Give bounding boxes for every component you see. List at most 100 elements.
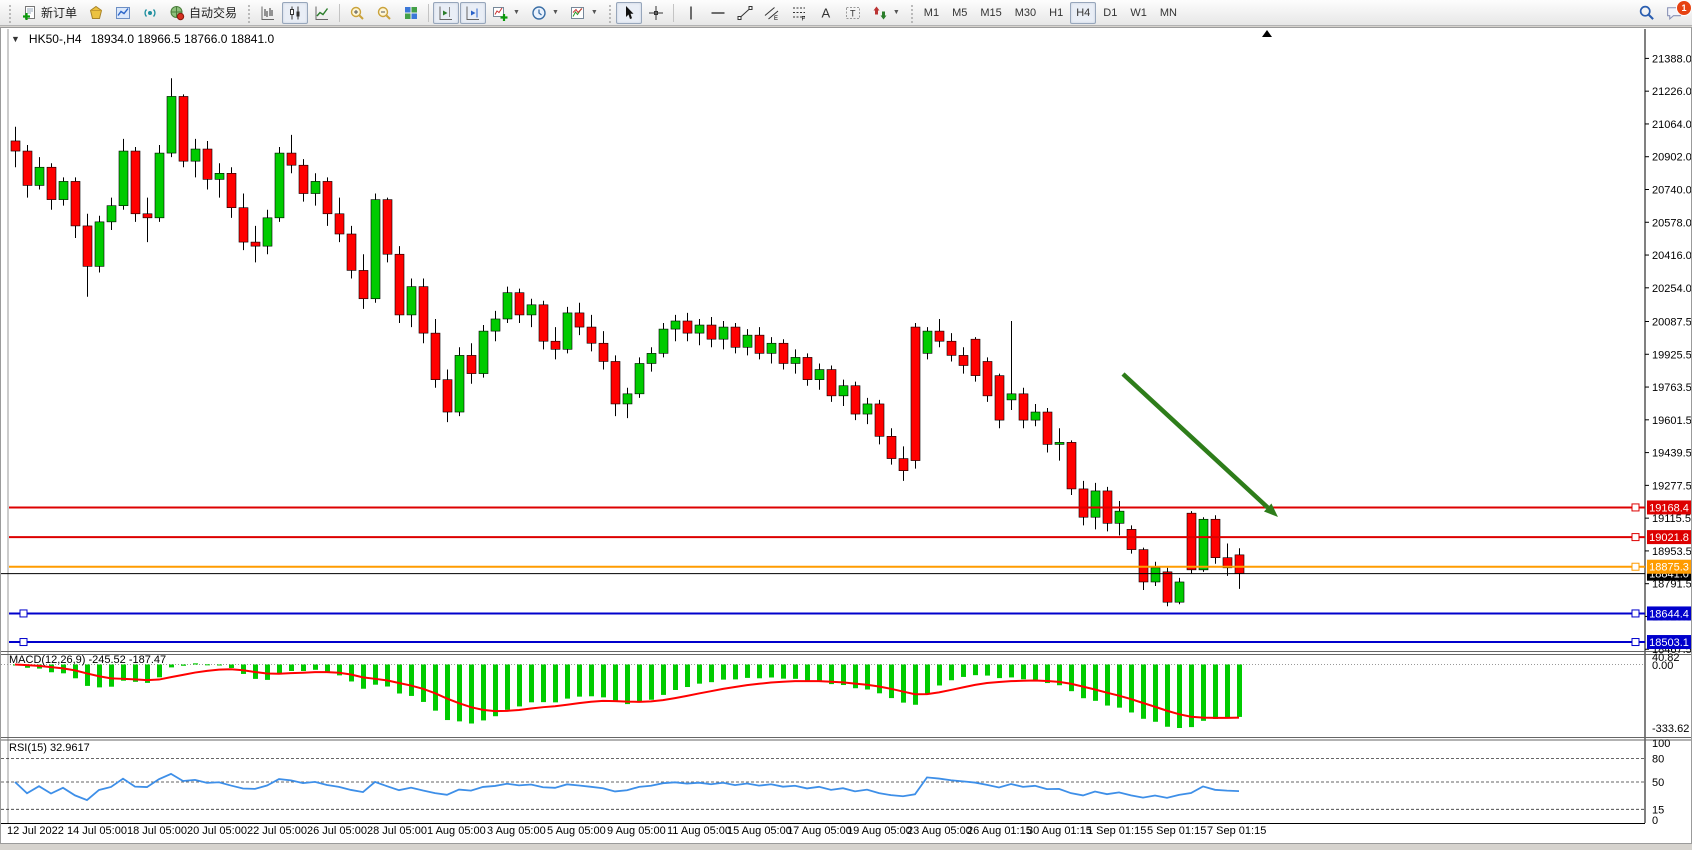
chart-menu-dropdown-icon[interactable]: ▼ xyxy=(11,34,20,44)
price-level-badge xyxy=(1647,559,1691,574)
macd-histogram-bar xyxy=(145,664,150,683)
text-tool-button[interactable]: A xyxy=(813,2,839,24)
time-axis-label: 19 Aug 05:00 xyxy=(847,825,912,837)
timeframe-h1-button[interactable]: H1 xyxy=(1043,2,1069,24)
timeframe-m1-button[interactable]: M1 xyxy=(918,2,945,24)
candlestick-chart-button[interactable] xyxy=(282,1,309,24)
templates-button[interactable]: ▼ xyxy=(565,2,603,24)
candle-body xyxy=(514,292,525,316)
timeframe-mn-button[interactable]: MN xyxy=(1154,2,1183,24)
hline-handle[interactable] xyxy=(1631,562,1640,571)
market-watch-button[interactable] xyxy=(83,2,109,24)
chart-ohlc-readout: 18934.0 18966.5 18766.0 18841.0 xyxy=(90,32,275,46)
add-indicator-button[interactable]: ▼ xyxy=(487,2,525,24)
macd-histogram-bar xyxy=(637,664,642,703)
candle-body xyxy=(286,152,297,166)
macd-histogram-bar xyxy=(793,664,798,679)
price-level-badge xyxy=(1647,606,1691,621)
macd-histogram-bar xyxy=(493,664,498,717)
trendline-tool-button[interactable] xyxy=(732,2,758,24)
candle-body xyxy=(490,318,501,332)
hline-handle[interactable] xyxy=(1631,638,1640,647)
crosshair-icon xyxy=(648,5,663,20)
signals-button[interactable] xyxy=(137,2,163,24)
profile-button[interactable] xyxy=(110,2,136,24)
chart-shift-marker[interactable] xyxy=(1262,30,1272,37)
bar-chart-icon xyxy=(261,6,275,20)
hline-handle[interactable] xyxy=(1631,503,1640,512)
candle-body xyxy=(1234,554,1245,574)
macd-histogram-bar xyxy=(481,664,486,721)
timeframe-m30-button[interactable]: M30 xyxy=(1009,2,1042,24)
candle-body xyxy=(70,181,81,227)
toolbar-grip[interactable] xyxy=(606,2,612,23)
hline-handle[interactable] xyxy=(1631,609,1640,618)
timeframe-m5-button[interactable]: M5 xyxy=(946,2,973,24)
timeframe-m15-button[interactable]: M15 xyxy=(974,2,1007,24)
bar-chart-button[interactable] xyxy=(255,2,281,24)
tile-windows-button[interactable] xyxy=(398,2,424,24)
toolbar-grip[interactable] xyxy=(7,2,12,23)
search-button[interactable] xyxy=(1633,2,1660,24)
candlestick-chart-icon xyxy=(290,6,300,19)
horizontal-line-tool-button[interactable] xyxy=(705,2,731,24)
candle-body xyxy=(1042,411,1053,445)
macd-histogram-bar xyxy=(1237,664,1242,717)
toolbar-grip[interactable] xyxy=(908,2,914,23)
zoom-in-button[interactable] xyxy=(344,2,370,24)
equidistant-channel-tool-button[interactable]: E xyxy=(759,2,785,24)
price-tick-label: 21388.0 xyxy=(1652,53,1691,65)
new-order-button[interactable]: 新订单 xyxy=(16,2,82,24)
macd-histogram-bar xyxy=(1213,664,1218,719)
price-level-badge-label: 18503.1 xyxy=(1649,637,1689,649)
dropdown-caret: ▼ xyxy=(551,9,559,16)
macd-histogram-bar xyxy=(1069,664,1074,692)
macd-histogram-bar xyxy=(169,664,174,668)
chart-plot[interactable]: 21388.0 21226.0 21064.0 20902.0 20740.0 20578… xyxy=(1,28,1691,843)
text-label-tool-button[interactable]: T xyxy=(840,2,866,24)
hline-handle[interactable] xyxy=(1631,533,1640,542)
chart-shift-button[interactable] xyxy=(433,1,460,24)
macd-histogram-bar xyxy=(601,664,606,698)
vertical-line-tool-button[interactable] xyxy=(678,2,704,24)
macd-histogram-bar xyxy=(217,664,222,666)
dropdown-caret: ▼ xyxy=(590,9,598,16)
timeframe-w1-button[interactable]: W1 xyxy=(1124,2,1153,24)
auto-scroll-button[interactable] xyxy=(460,1,487,24)
candle-body xyxy=(1054,442,1065,445)
toolbar-separator xyxy=(428,3,430,22)
timeframe-h4-button[interactable]: H4 xyxy=(1070,1,1097,24)
rsi-axis-label: 80 xyxy=(1652,754,1664,766)
candle-body xyxy=(406,286,417,316)
price-tick-label: 20578.0 xyxy=(1652,217,1691,229)
candle-body xyxy=(910,326,921,461)
arrow-objects-button[interactable]: ▼ xyxy=(867,2,905,24)
notifications-button[interactable]: 1 xyxy=(1660,0,1692,24)
time-axis-label: 11 Aug 05:00 xyxy=(667,825,731,837)
macd-histogram-bar xyxy=(661,664,666,695)
candle-body xyxy=(454,355,465,413)
candle-body xyxy=(706,324,717,340)
hline-handle[interactable] xyxy=(19,638,28,647)
zoom-out-button[interactable] xyxy=(371,2,397,24)
autotrading-button[interactable]: 自动交易 xyxy=(164,2,242,24)
macd-histogram-bar xyxy=(769,664,774,678)
line-chart-button[interactable] xyxy=(309,2,335,24)
hline-handle[interactable] xyxy=(19,609,28,618)
candle-body xyxy=(1078,488,1089,518)
candle-body xyxy=(58,181,69,200)
candle-body xyxy=(994,375,1005,421)
crosshair-tool-button[interactable] xyxy=(643,2,669,24)
cursor-tool-button[interactable] xyxy=(615,1,642,24)
candle-body xyxy=(538,304,549,342)
trend-arrow-annotation[interactable] xyxy=(1121,372,1270,510)
macd-histogram-bar xyxy=(49,664,54,673)
price-tick-label: 20416.0 xyxy=(1652,250,1691,262)
toolbar-grip[interactable] xyxy=(246,2,252,23)
candle-body xyxy=(154,152,165,219)
candle-body xyxy=(634,363,645,395)
fibonacci-tool-button[interactable]: F xyxy=(786,2,812,24)
candle-body xyxy=(442,379,453,413)
timeframe-d1-button[interactable]: D1 xyxy=(1097,2,1123,24)
periods-button[interactable]: ▼ xyxy=(526,2,564,24)
